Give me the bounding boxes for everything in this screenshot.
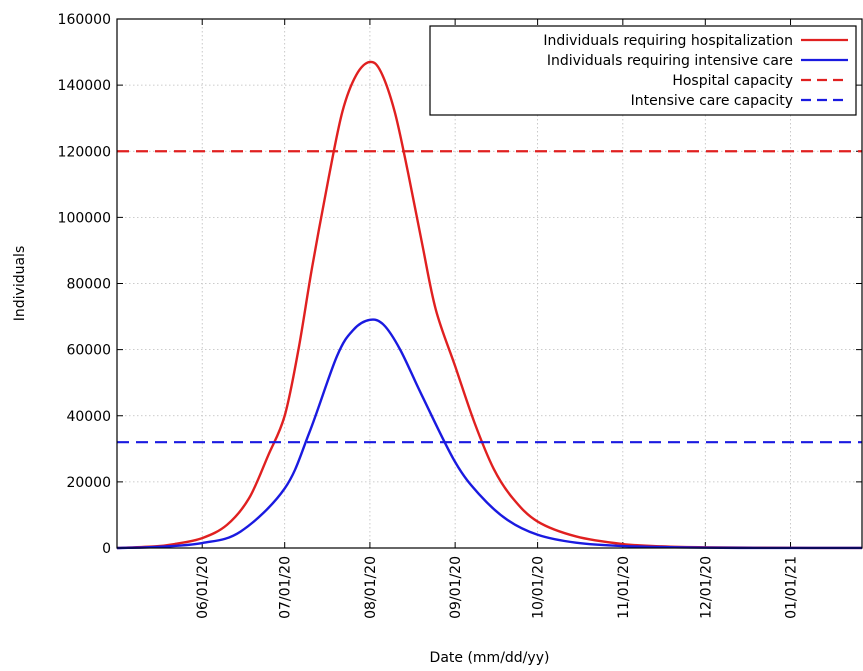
x-axis-label: Date (mm/dd/yy)	[430, 650, 550, 666]
x-tick-label: 11/01/20	[616, 556, 632, 619]
x-tick-label: 09/01/20	[448, 556, 464, 619]
y-tick-label: 40000	[66, 409, 111, 425]
y-tick-label: 80000	[66, 277, 111, 293]
y-tick-label: 20000	[66, 475, 111, 491]
y-axis-label: Individuals	[12, 246, 28, 321]
x-tick-label: 06/01/20	[195, 556, 211, 619]
legend-box	[429, 25, 857, 116]
x-tick-label: 07/01/20	[278, 556, 294, 619]
individuals-requiring-hospitalization-line	[116, 60, 863, 550]
x-tick-label: 08/01/20	[363, 556, 379, 619]
legend-label-individuals-requiring-hospitalization: Individuals requiring hospitalization	[543, 33, 793, 49]
y-tick-label: 60000	[66, 343, 111, 359]
x-tick-label: 12/01/20	[698, 556, 714, 619]
legend-label-hospital-capacity: Hospital capacity	[672, 73, 793, 89]
y-tick-label: 100000	[58, 210, 111, 226]
y-tick-label: 160000	[58, 12, 111, 28]
plot-frame	[116, 18, 863, 549]
x-axis-ticks: 06/01/20 07/01/20 08/01/20 09/01/20 10/01/20…	[195, 19, 800, 619]
y-tick-label: 120000	[58, 144, 111, 160]
x-tick-label: 10/01/20	[531, 556, 547, 619]
y-axis-ticks: 0 20000 40000 60000 80000 100000 120000 140000 1…	[58, 12, 862, 557]
legend-label-individuals-requiring-intensive-care: Individuals requiring intensive care	[547, 53, 793, 69]
y-tick-label: 140000	[58, 78, 111, 94]
legend: Individuals requiring hospitalization Ind…	[429, 25, 857, 116]
x-tick-label: 01/01/21	[784, 556, 800, 619]
individuals-requiring-intensive-care-line	[116, 318, 863, 550]
y-tick-label: 0	[102, 541, 111, 557]
series-lines	[116, 60, 863, 550]
legend-label-intensive-care-capacity: Intensive care capacity	[631, 93, 793, 109]
